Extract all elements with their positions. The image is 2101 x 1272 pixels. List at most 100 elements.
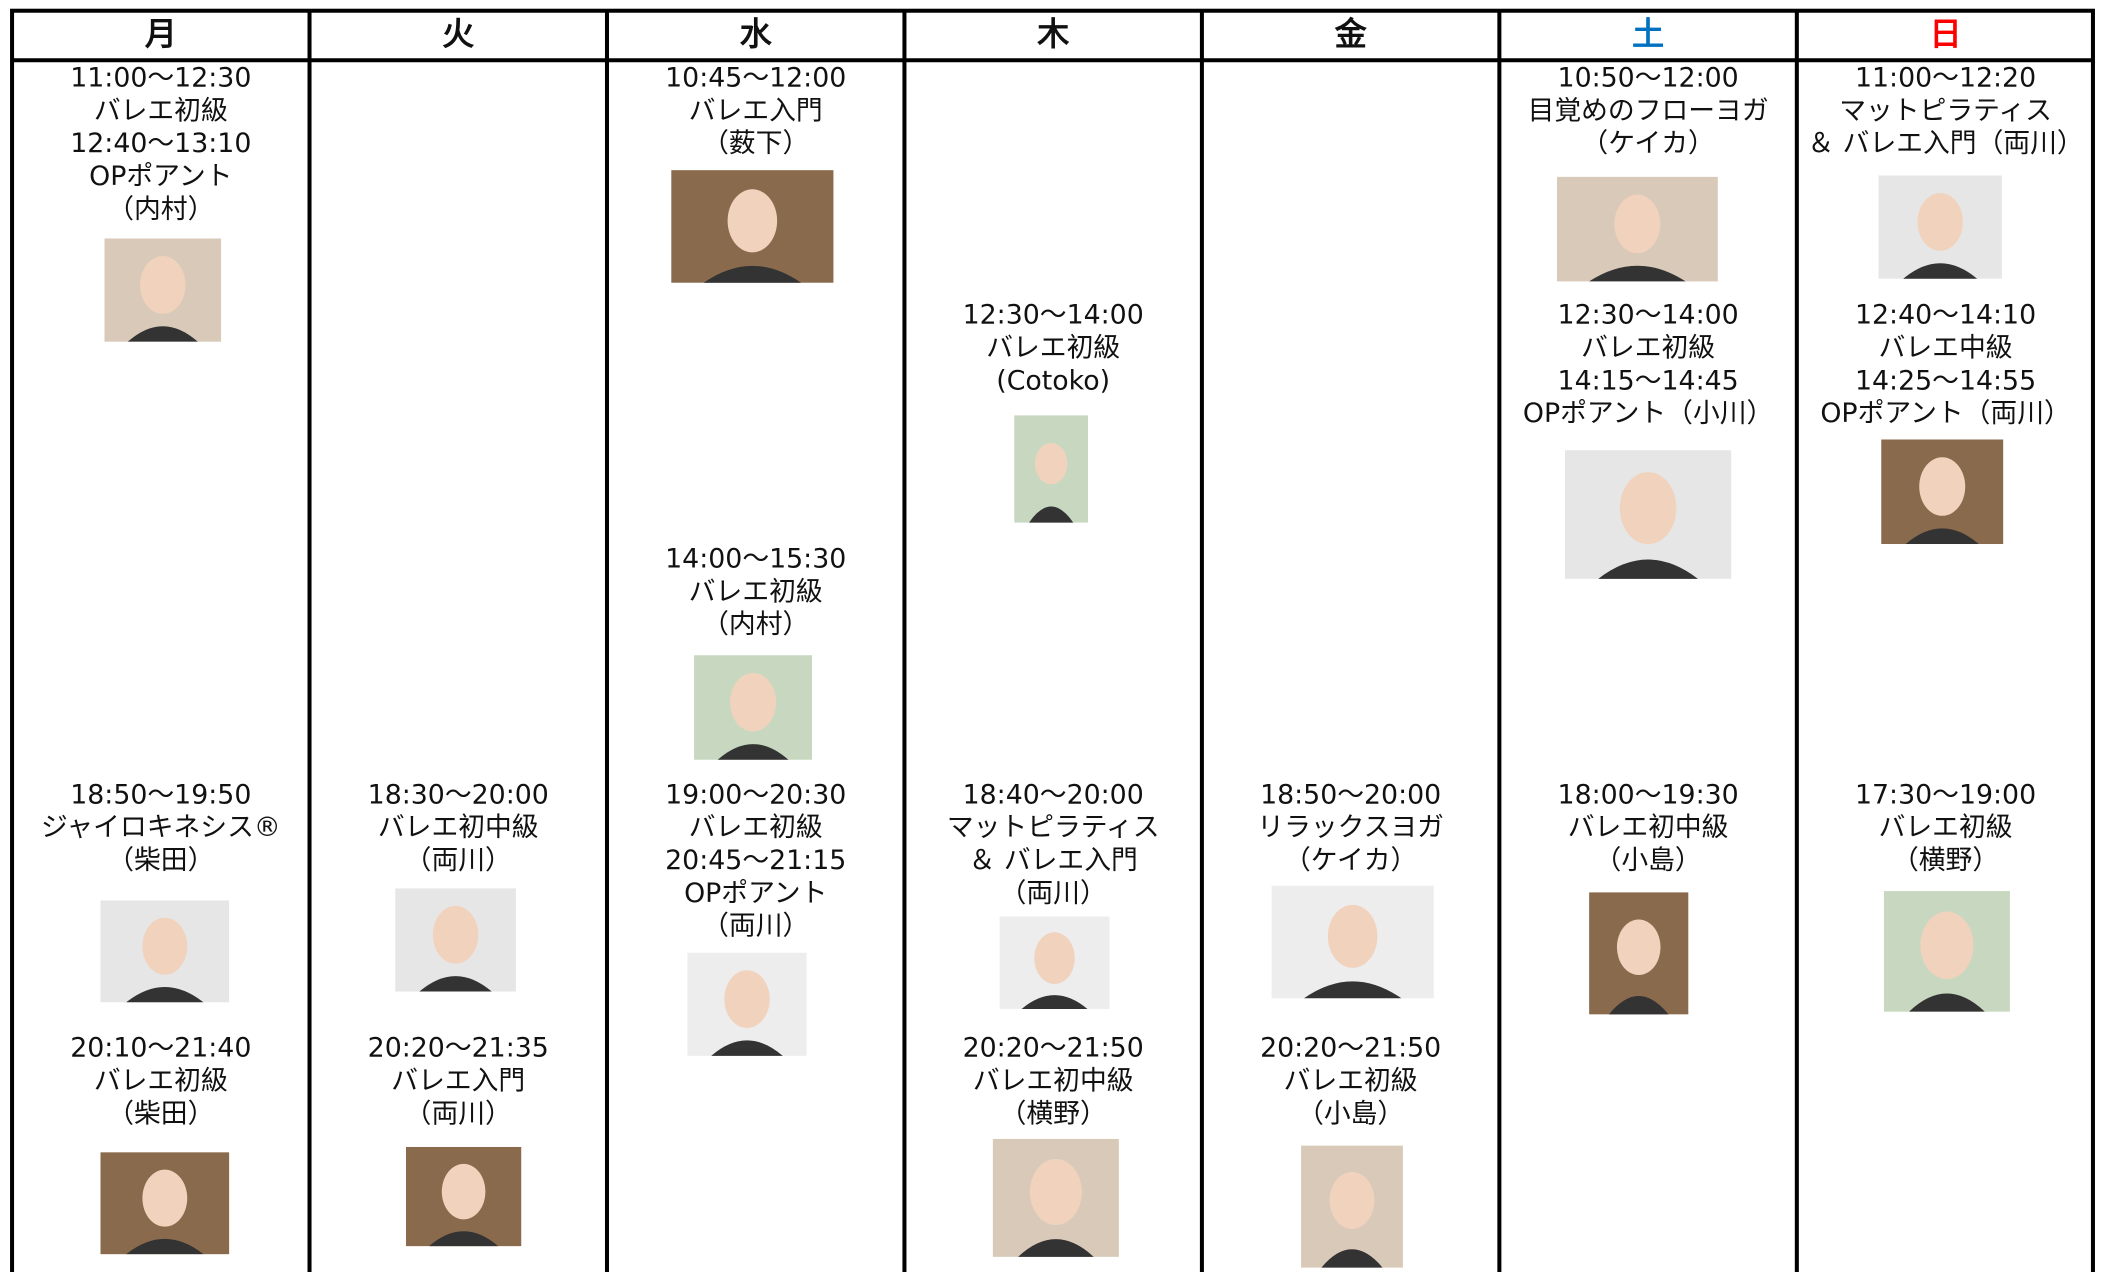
photo-face	[1034, 932, 1075, 985]
class-line: （横野）	[1000, 1098, 1107, 1129]
class-line: バレエ初中級	[973, 1065, 1134, 1096]
photo-shoulders	[429, 1231, 499, 1247]
day-header: 金	[1334, 15, 1368, 53]
day-header: 土	[1632, 15, 1664, 53]
class-line: 20:10〜21:40	[70, 1033, 251, 1064]
photo-shoulders	[419, 976, 492, 992]
class-line: 12:30〜14:00	[1558, 300, 1739, 331]
photo-shoulders	[1598, 559, 1698, 579]
class-line: （柴田）	[107, 845, 214, 876]
photo-shoulders	[1304, 981, 1402, 999]
class-line: バレエ初級	[1879, 812, 2013, 843]
photo-face	[432, 905, 479, 964]
class-line: OPポアント	[89, 161, 232, 192]
class-line: 19:00〜20:30	[665, 779, 846, 810]
class-line: バレエ初中級	[378, 812, 539, 843]
class-line: バレエ中級	[1879, 333, 2013, 364]
photo-shoulders	[711, 1040, 783, 1056]
class-line: 14:25〜14:55	[1855, 365, 2036, 396]
class-line: バレエ初中級	[1568, 812, 1729, 843]
class-line: （薮下）	[702, 128, 809, 159]
class-line: 18:00〜19:30	[1558, 779, 1739, 810]
class-line: ジャイロキネシス®	[41, 812, 281, 843]
class-line: バレエ初級	[1284, 1065, 1418, 1096]
class-line: 20:20〜21:50	[963, 1033, 1144, 1064]
day-header: 日	[1929, 15, 1961, 53]
class-line: （ケイカ）	[1284, 845, 1417, 876]
table-border	[10, 8, 2095, 1272]
day-header: 水	[740, 15, 773, 53]
class-line: （内村）	[107, 194, 214, 225]
photo-shoulders	[127, 326, 198, 342]
class-line: リラックスヨガ	[1257, 812, 1444, 843]
class-line: OPポアント	[684, 878, 827, 909]
photo-shoulders	[1589, 265, 1686, 282]
class-line: 14:15〜14:45	[1558, 365, 1739, 396]
class-line: OPポアント（小川）	[1523, 398, 1773, 429]
class-line: マットピラティス	[947, 812, 1160, 843]
photo-face	[1327, 904, 1378, 968]
class-line: バレエ入門	[689, 95, 823, 126]
photo-face	[1614, 194, 1661, 254]
class-line: 14:00〜15:30	[665, 544, 846, 575]
class-line: ＆ バレエ入門（両川）	[1807, 128, 2083, 159]
class-line: 18:50〜19:50	[70, 779, 251, 810]
photo-shoulders	[1321, 1249, 1383, 1268]
class-line: バレエ初級	[689, 812, 823, 843]
class-line: バレエ入門	[391, 1065, 525, 1096]
photo-face	[1034, 442, 1068, 485]
photo-face	[441, 1163, 486, 1220]
class-line: 18:40〜20:00	[963, 779, 1144, 810]
photo-shoulders	[126, 1238, 204, 1255]
photo-face	[727, 189, 778, 253]
class-line: バレエ初級	[1581, 333, 1715, 364]
photo-face	[1619, 472, 1677, 545]
photo-face	[1029, 1158, 1082, 1226]
class-line: 目覚めのフローヨガ	[1528, 95, 1769, 126]
class-line: （柴田）	[107, 1098, 214, 1129]
class-line: 11:00〜12:20	[1855, 63, 2036, 94]
photo-face	[730, 672, 777, 732]
class-line: （両川）	[405, 1098, 512, 1129]
class-line: （小島）	[1595, 845, 1702, 876]
photo-shoulders	[1905, 528, 1979, 545]
photo-face	[142, 917, 188, 975]
class-line: バレエ初級	[689, 576, 823, 607]
class-line: 20:45〜21:15	[665, 845, 846, 876]
photo-face	[1917, 193, 1963, 251]
class-line: バレエ初級	[94, 1065, 228, 1096]
photo-face	[1616, 919, 1661, 976]
photo-face	[142, 1169, 188, 1227]
class-line: マットピラティス	[1839, 95, 2052, 126]
class-line: バレエ初級	[986, 333, 1120, 364]
photo-shoulders	[1909, 993, 1985, 1012]
photo-shoulders	[703, 265, 802, 283]
class-line: 20:20〜21:35	[368, 1033, 549, 1064]
class-line: 17:30〜19:00	[1855, 779, 2036, 810]
class-line: 18:50〜20:00	[1260, 779, 1441, 810]
class-line: （両川）	[702, 911, 809, 942]
day-header: 月	[145, 15, 177, 53]
photo-face	[140, 256, 186, 314]
class-line: 11:00〜12:30	[70, 63, 251, 94]
class-line: 12:40〜13:10	[70, 128, 251, 159]
photo-face	[1920, 911, 1974, 980]
photo-face	[1329, 1171, 1375, 1230]
class-line: （両川）	[1000, 878, 1107, 909]
class-line: （ケイカ）	[1581, 128, 1714, 159]
class-line: 10:50〜12:00	[1558, 63, 1739, 94]
class-line: ＆ バレエ入門	[969, 845, 1138, 876]
class-line: （小島）	[1297, 1098, 1404, 1129]
day-header: 火	[442, 15, 474, 53]
class-line: バレエ初級	[94, 95, 228, 126]
photo-shoulders	[1021, 995, 1088, 1009]
photo-shoulders	[1029, 506, 1074, 523]
photo-face	[724, 970, 770, 1029]
class-line: 12:40〜14:10	[1855, 300, 2036, 331]
class-line: 12:30〜14:00	[963, 300, 1144, 331]
photo-face	[1919, 457, 1966, 516]
class-line: （両川）	[405, 845, 512, 876]
photo-shoulders	[126, 986, 204, 1003]
